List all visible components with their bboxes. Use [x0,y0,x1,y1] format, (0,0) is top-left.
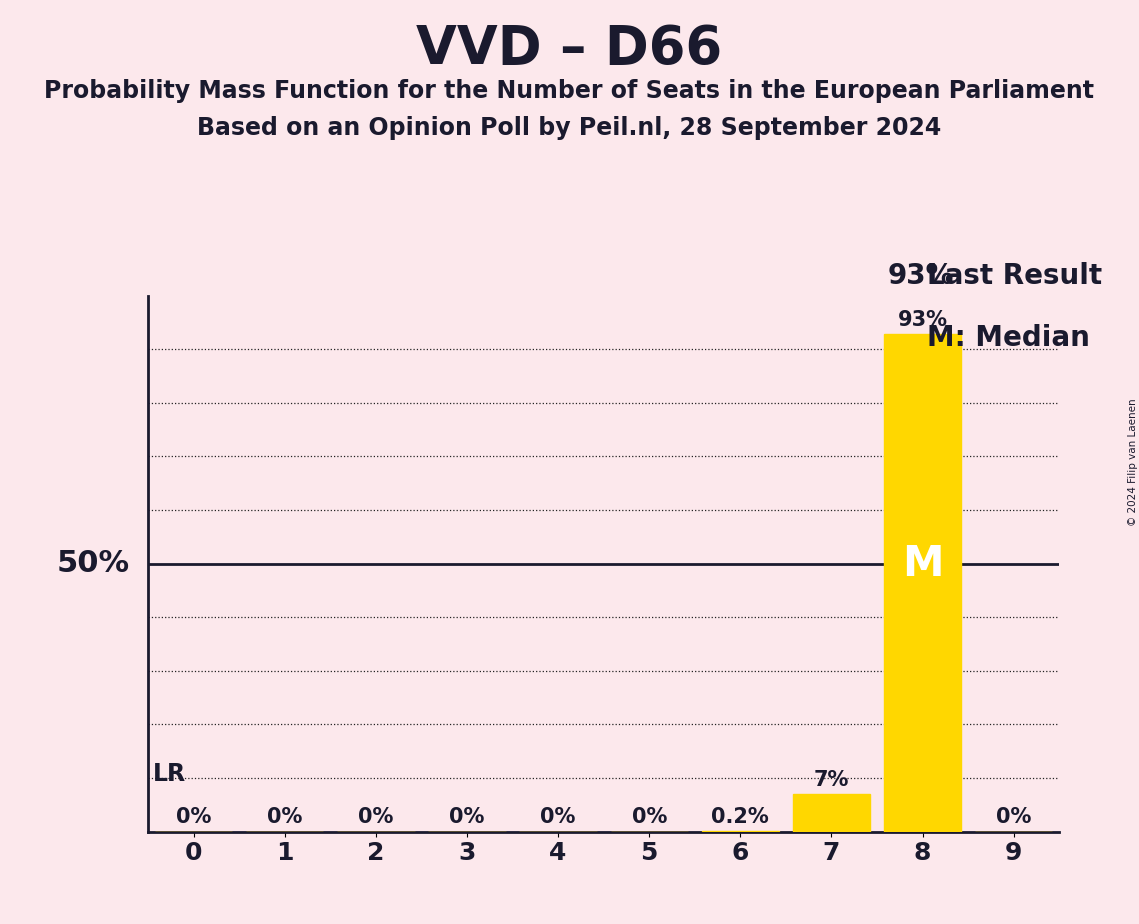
Bar [702,831,779,832]
Text: M: Median: M: Median [927,324,1090,352]
Text: 7%: 7% [813,770,850,790]
Text: Last Result: Last Result [927,262,1103,290]
Text: LR: LR [153,762,186,786]
Bar [793,794,870,832]
Text: 93%: 93% [888,262,954,290]
Text: 0%: 0% [358,808,394,827]
Text: 0%: 0% [449,808,485,827]
Text: M: M [902,542,943,585]
Text: Probability Mass Function for the Number of Seats in the European Parliament: Probability Mass Function for the Number… [44,79,1095,103]
Text: 0.2%: 0.2% [712,808,769,827]
Text: Based on an Opinion Poll by Peil.nl, 28 September 2024: Based on an Opinion Poll by Peil.nl, 28 … [197,116,942,140]
Text: 93%: 93% [898,310,948,330]
Text: © 2024 Filip van Laenen: © 2024 Filip van Laenen [1129,398,1138,526]
Text: 0%: 0% [631,808,667,827]
Text: 0%: 0% [175,808,212,827]
Bar [884,334,961,832]
Text: VVD – D66: VVD – D66 [417,23,722,75]
Text: 0%: 0% [995,808,1032,827]
Text: 0%: 0% [540,808,576,827]
Text: 50%: 50% [57,549,130,578]
Text: 0%: 0% [267,808,303,827]
